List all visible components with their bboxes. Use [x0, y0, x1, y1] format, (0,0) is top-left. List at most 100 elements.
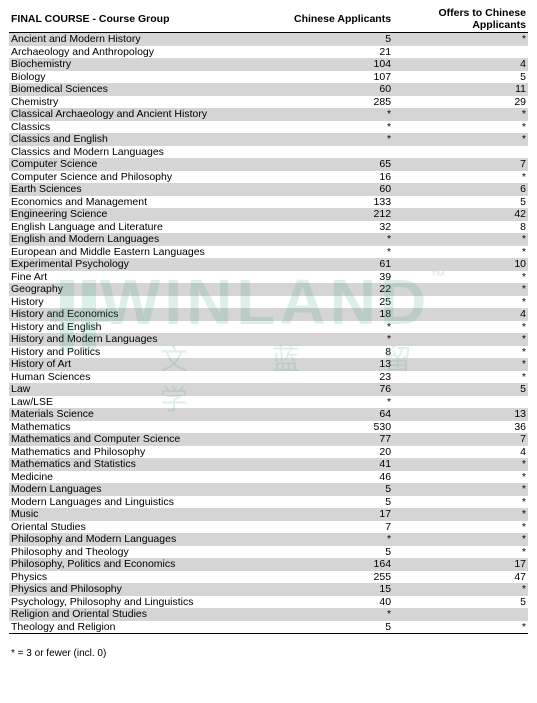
cell-offers: 5 [393, 196, 528, 209]
cell-offers: * [393, 171, 528, 184]
cell-offers: 36 [393, 421, 528, 434]
cell-course: Materials Science [9, 408, 279, 421]
cell-offers: * [393, 533, 528, 546]
cell-apps: 65 [279, 158, 393, 171]
cell-apps: 255 [279, 571, 393, 584]
cell-offers: * [393, 546, 528, 559]
cell-course: Philosophy and Theology [9, 546, 279, 559]
cell-apps: 41 [279, 458, 393, 471]
cell-course: Classics and English [9, 133, 279, 146]
table-row: Philosophy and Modern Languages** [9, 533, 528, 546]
cell-offers: * [393, 33, 528, 46]
cell-course: Classics and Modern Languages [9, 146, 279, 159]
cell-course: Geography [9, 283, 279, 296]
cell-offers: * [393, 271, 528, 284]
table-row: Fine Art39* [9, 271, 528, 284]
cell-offers: * [393, 621, 528, 634]
cell-offers: 4 [393, 58, 528, 71]
cell-offers: 11 [393, 83, 528, 96]
table-row: History of Art13* [9, 358, 528, 371]
cell-offers: 7 [393, 158, 528, 171]
bottom-rule [9, 633, 528, 634]
cell-course: Mathematics and Statistics [9, 458, 279, 471]
cell-course: History of Art [9, 358, 279, 371]
cell-apps: 40 [279, 596, 393, 609]
table-header-row: FINAL COURSE - Course Group Chinese Appl… [9, 6, 528, 33]
cell-course: Computer Science and Philosophy [9, 171, 279, 184]
cell-offers: 5 [393, 596, 528, 609]
cell-course: Classical Archaeology and Ancient Histor… [9, 108, 279, 121]
table-row: Classical Archaeology and Ancient Histor… [9, 108, 528, 121]
cell-apps: 7 [279, 521, 393, 534]
cell-apps: * [279, 608, 393, 621]
cell-course: Biomedical Sciences [9, 83, 279, 96]
cell-offers: 29 [393, 96, 528, 109]
cell-course: History and Economics [9, 308, 279, 321]
cell-course: Religion and Oriental Studies [9, 608, 279, 621]
table-row: Philosophy and Theology5* [9, 546, 528, 559]
table-row: Modern Languages5* [9, 483, 528, 496]
cell-course: History and Politics [9, 346, 279, 359]
cell-course: Modern Languages [9, 483, 279, 496]
cell-apps: 61 [279, 258, 393, 271]
cell-offers: * [393, 296, 528, 309]
cell-course: Physics and Philosophy [9, 583, 279, 596]
table-row: English Language and Literature328 [9, 221, 528, 234]
cell-offers: 8 [393, 221, 528, 234]
cell-course: Experimental Psychology [9, 258, 279, 271]
cell-offers: 10 [393, 258, 528, 271]
cell-offers: 5 [393, 71, 528, 84]
table-row: Law/LSE* [9, 396, 528, 409]
cell-course: Mathematics and Computer Science [9, 433, 279, 446]
cell-offers: 5 [393, 383, 528, 396]
cell-course: Ancient and Modern History [9, 33, 279, 46]
table-row: Oriental Studies7* [9, 521, 528, 534]
cell-course: Law/LSE [9, 396, 279, 409]
table-row: History and Modern Languages** [9, 333, 528, 346]
col-header-offers: Offers to Chinese Applicants [393, 6, 528, 33]
cell-offers: 4 [393, 308, 528, 321]
cell-apps: 23 [279, 371, 393, 384]
table-row: Geography22* [9, 283, 528, 296]
cell-apps: 104 [279, 58, 393, 71]
cell-offers: * [393, 233, 528, 246]
cell-apps: 76 [279, 383, 393, 396]
cell-offers: 47 [393, 571, 528, 584]
cell-course: History and Modern Languages [9, 333, 279, 346]
cell-offers: * [393, 333, 528, 346]
cell-apps: 17 [279, 508, 393, 521]
cell-offers: * [393, 471, 528, 484]
cell-apps: 18 [279, 308, 393, 321]
cell-apps: 60 [279, 183, 393, 196]
cell-course: Biology [9, 71, 279, 84]
cell-apps: * [279, 233, 393, 246]
cell-apps: 39 [279, 271, 393, 284]
table-row: Law765 [9, 383, 528, 396]
cell-apps: * [279, 533, 393, 546]
table-row: History and English** [9, 321, 528, 334]
cell-apps: * [279, 333, 393, 346]
table-row: Mathematics and Computer Science777 [9, 433, 528, 446]
cell-apps: 530 [279, 421, 393, 434]
table-row: Ancient and Modern History5* [9, 33, 528, 46]
cell-offers: 17 [393, 558, 528, 571]
cell-apps: 5 [279, 496, 393, 509]
cell-offers: * [393, 346, 528, 359]
cell-offers: * [393, 121, 528, 134]
table-row: History and Politics8* [9, 346, 528, 359]
cell-course: English and Modern Languages [9, 233, 279, 246]
cell-apps: 32 [279, 221, 393, 234]
cell-course: Classics [9, 121, 279, 134]
table-row: Mathematics and Statistics41* [9, 458, 528, 471]
table-row: Biochemistry1044 [9, 58, 528, 71]
table-row: Medicine46* [9, 471, 528, 484]
col-header-apps: Chinese Applicants [279, 6, 393, 33]
cell-offers: * [393, 583, 528, 596]
cell-offers: 7 [393, 433, 528, 446]
table-row: Philosophy, Politics and Economics16417 [9, 558, 528, 571]
table-row: European and Middle Eastern Languages** [9, 246, 528, 259]
cell-apps: 107 [279, 71, 393, 84]
cell-course: Computer Science [9, 158, 279, 171]
cell-offers: * [393, 483, 528, 496]
cell-apps: 5 [279, 483, 393, 496]
